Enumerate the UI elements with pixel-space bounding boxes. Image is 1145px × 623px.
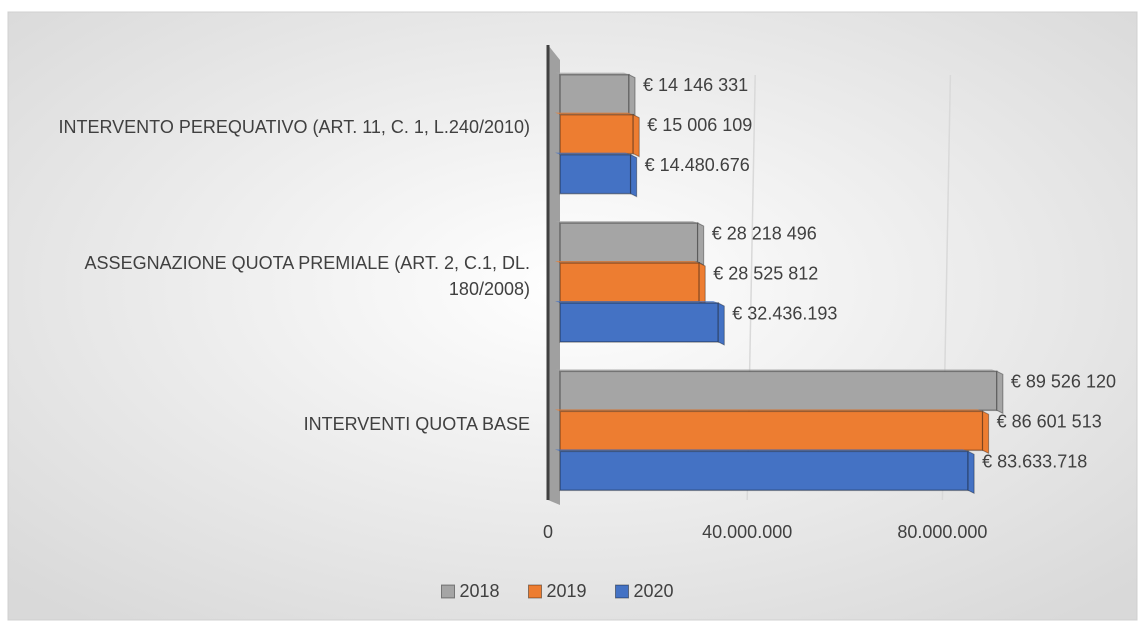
bar	[559, 222, 699, 263]
bar-top	[555, 112, 634, 115]
bar	[559, 450, 969, 492]
bar-top	[555, 72, 630, 75]
legend-label: 2019	[547, 581, 587, 601]
data-label: € 28 525 812	[713, 263, 818, 283]
bar-side	[982, 410, 990, 455]
bar	[559, 410, 984, 452]
bar	[559, 153, 632, 195]
x-tick-label: 0	[543, 522, 553, 542]
bar-side	[967, 450, 975, 495]
data-label: € 14.480.676	[645, 155, 750, 175]
data-label: € 83.633.718	[982, 452, 1087, 472]
bar	[559, 262, 700, 303]
bar-side	[717, 302, 725, 346]
bar-side	[632, 113, 640, 158]
bar-top	[555, 221, 698, 223]
data-label: € 32.436.193	[732, 303, 837, 323]
bar-side	[628, 73, 636, 118]
x-tick-label: 40.000.000	[702, 522, 792, 542]
bar-side	[630, 153, 638, 198]
data-label: € 86 601 513	[997, 412, 1102, 432]
legend-label: 2018	[460, 581, 500, 601]
y-tick-label: ASSEGNAZIONE QUOTA PREMIALE (ART. 2, C.1…	[84, 252, 530, 299]
y-tick-label: INTERVENTO PEREQUATIVO (ART. 11, C. 1, L…	[58, 117, 530, 138]
axis-wall	[548, 45, 560, 505]
data-label: € 28 218 496	[712, 223, 817, 243]
bar-top	[555, 369, 997, 372]
bar-side	[996, 370, 1004, 415]
x-tick-label: 80.000.000	[897, 522, 987, 542]
bar-top	[555, 301, 719, 303]
bar-side	[697, 222, 705, 266]
legend-swatch	[528, 584, 542, 599]
bar-top	[555, 261, 700, 263]
bar-top	[555, 409, 983, 412]
legend-swatch	[441, 584, 455, 599]
bar-side	[698, 262, 706, 306]
bar-top	[555, 152, 631, 155]
legend-swatch	[615, 584, 629, 599]
bar-top	[555, 449, 969, 452]
data-label: € 89 526 120	[1011, 372, 1116, 392]
data-label: € 14 146 331	[643, 75, 748, 95]
data-label: € 15 006 109	[647, 115, 752, 135]
bar	[559, 73, 630, 115]
legend-label: 2020	[634, 581, 674, 601]
y-tick-label: INTERVENTI QUOTA BASE	[303, 413, 530, 434]
bar	[559, 113, 634, 155]
bar	[559, 370, 998, 412]
bar	[559, 302, 720, 343]
